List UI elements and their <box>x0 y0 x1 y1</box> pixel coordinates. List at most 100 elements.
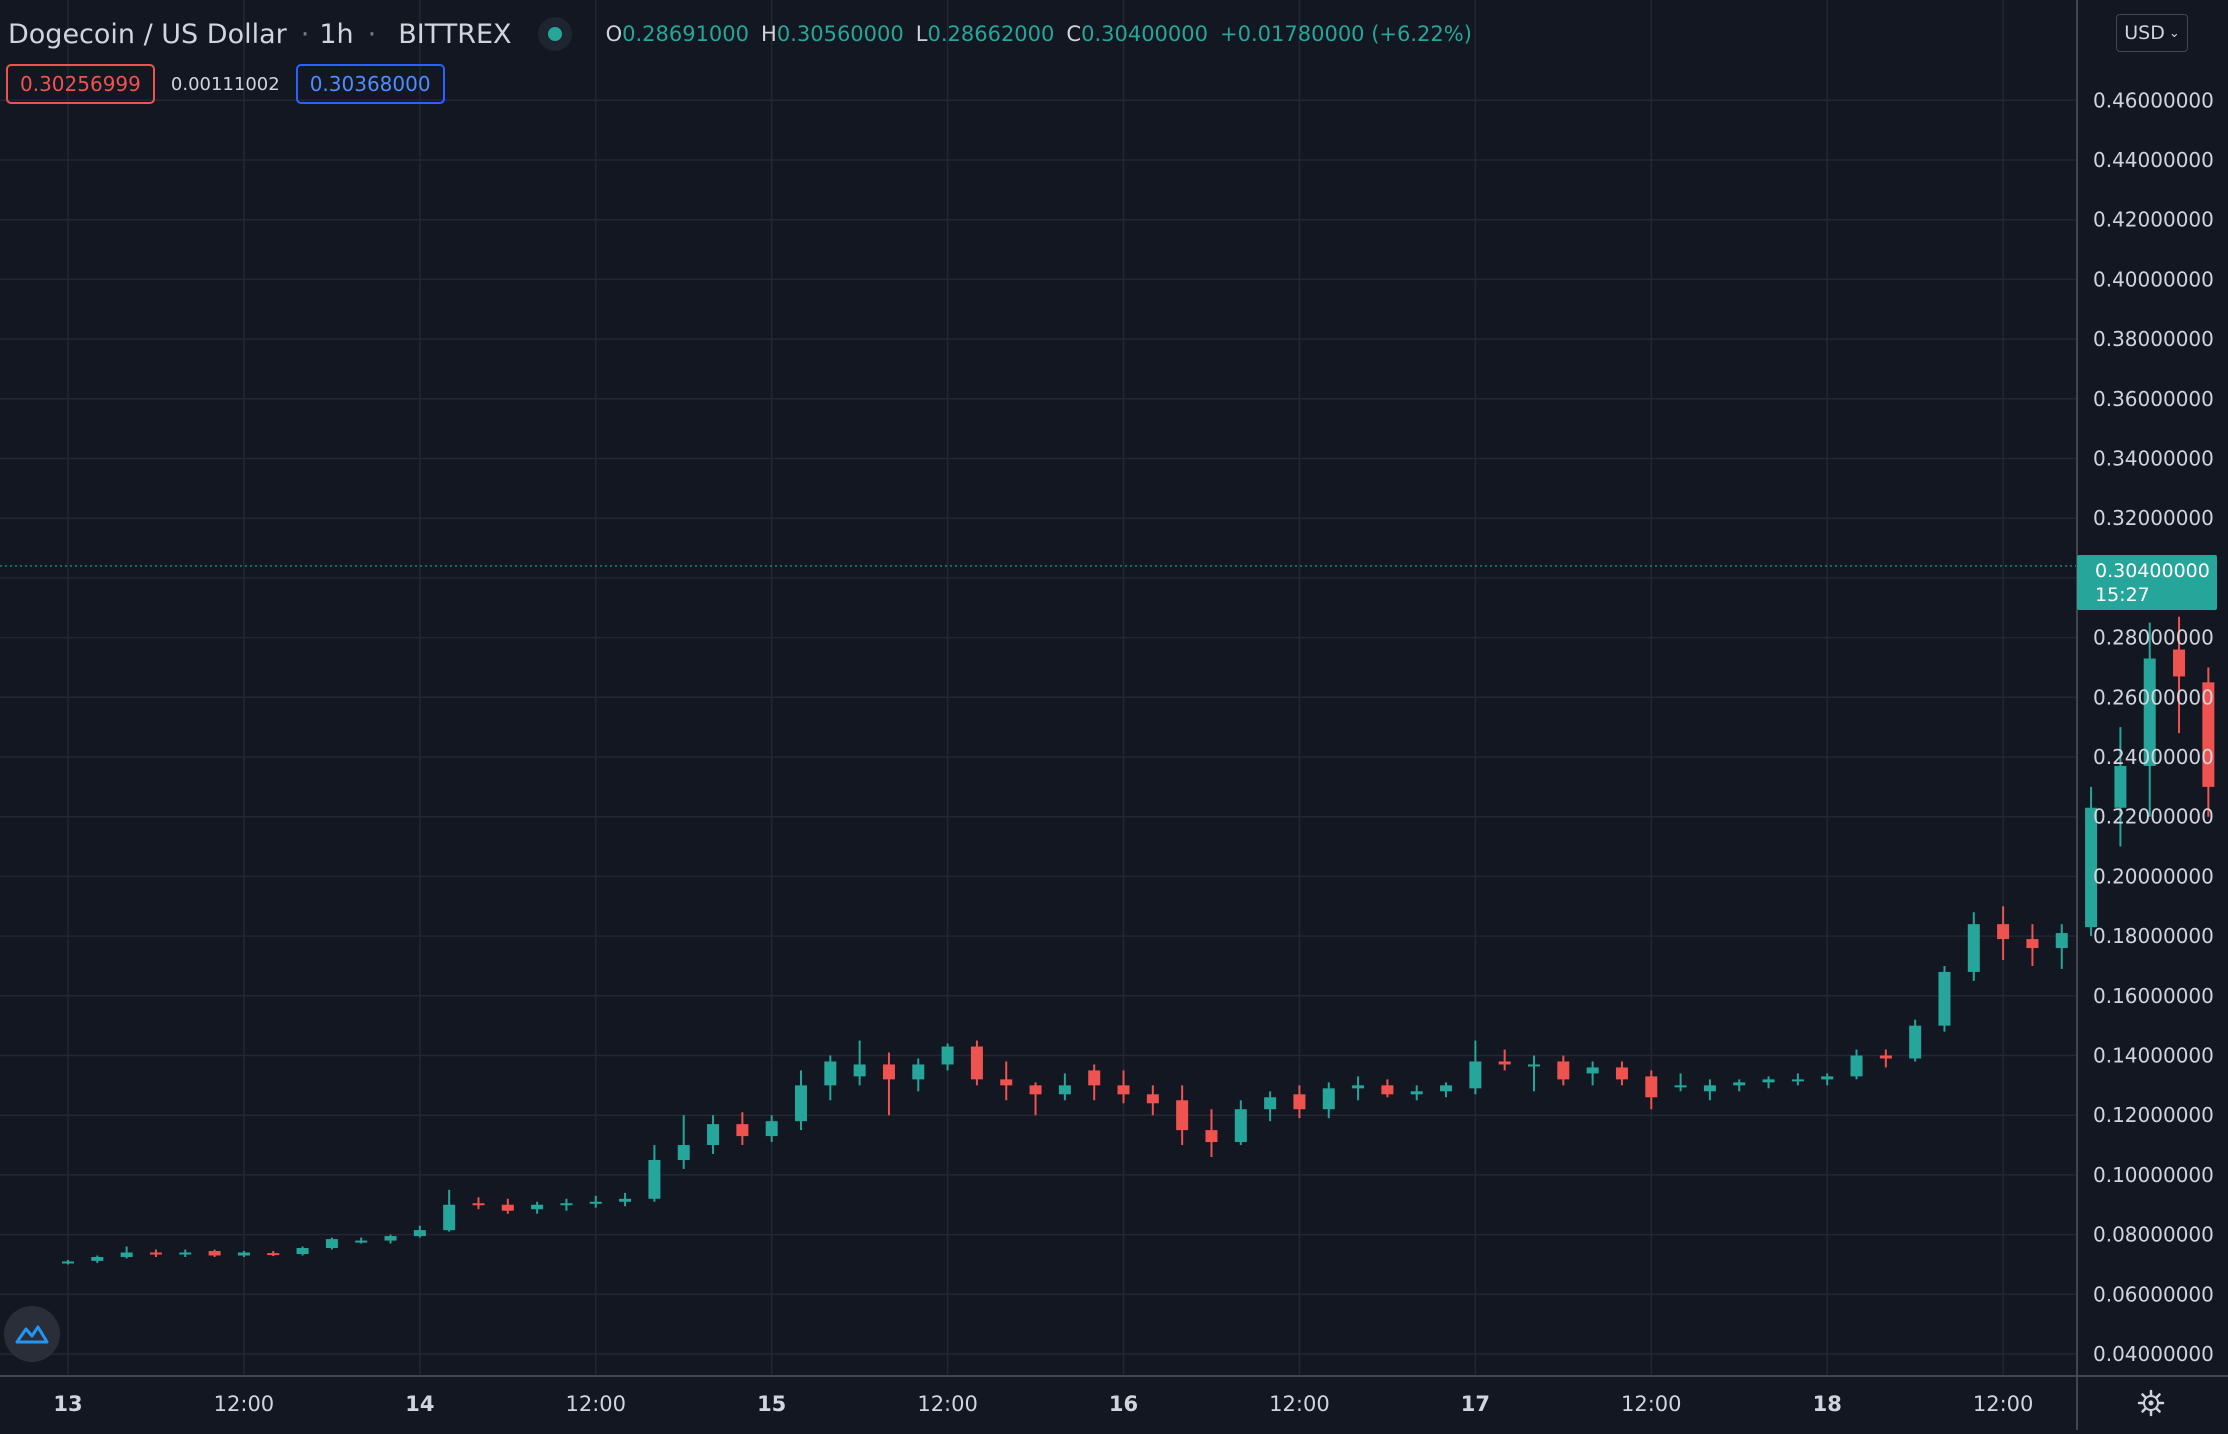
candle-body <box>1058 1085 1071 1095</box>
close-value: 0.30400000 <box>1081 22 1209 46</box>
x-axis-labels: 13 12:00 14 12:00 15 12:00 16 12:00 17 12:00 18 12:… <box>53 1392 2033 1416</box>
candle-body <box>355 1240 368 1243</box>
x-tick-label: 14 <box>405 1392 434 1416</box>
candle <box>2114 727 2127 847</box>
candle-body <box>384 1236 397 1241</box>
candle <box>1440 1082 1453 1098</box>
tradingview-cloud-icon[interactable] <box>4 1306 60 1362</box>
candle <box>736 1112 749 1146</box>
candle-body <box>1293 1094 1306 1110</box>
high-key: H <box>761 22 777 46</box>
candle <box>355 1237 368 1244</box>
x-tick-label: 18 <box>1813 1392 1842 1416</box>
candle <box>2143 622 2156 817</box>
candle-body <box>1205 1130 1218 1143</box>
legend-separator-2: · <box>367 18 377 50</box>
candle <box>853 1040 866 1086</box>
buy-price-button[interactable]: 0.30368000 <box>295 64 445 104</box>
y-tick-label: 0.08000000 <box>2093 1223 2214 1247</box>
y-tick-label: 0.16000000 <box>2093 984 2214 1008</box>
open-value: 0.28691000 <box>622 22 750 46</box>
candle-body <box>1879 1055 1892 1059</box>
candle-body <box>1674 1085 1687 1088</box>
y-tick-label: 0.26000000 <box>2093 685 2214 709</box>
sell-price-button[interactable]: 0.30256999 <box>6 64 155 104</box>
candle <box>619 1192 632 1207</box>
candle <box>589 1195 602 1208</box>
candle <box>1791 1073 1804 1086</box>
x-tick-label: 12:00 <box>565 1392 626 1416</box>
open-key: O <box>605 22 623 46</box>
y-tick-label: 0.38000000 <box>2093 327 2214 351</box>
logo-glyph <box>15 1325 49 1344</box>
candle-body <box>267 1253 280 1256</box>
currency-select[interactable]: USD ⌄ <box>2116 14 2188 52</box>
y-tick-label: 0.20000000 <box>2093 864 2214 888</box>
candle-body <box>1528 1064 1540 1067</box>
candle <box>1293 1085 1306 1119</box>
chevron-down-icon: ⌄ <box>2168 25 2180 41</box>
candle <box>179 1249 192 1257</box>
candle-body <box>2143 658 2156 766</box>
candle-body <box>1791 1079 1804 1082</box>
candle-body <box>179 1252 192 1255</box>
last-price-value: 0.30400000 <box>2095 560 2210 582</box>
candle-body <box>882 1064 895 1080</box>
ohlc-values: O 0.28691000 H 0.30560000 L 0.28662000 C 0.3… <box>596 22 1472 46</box>
candle <box>1938 965 1951 1032</box>
gear-icon[interactable] <box>2137 1389 2165 1417</box>
candle <box>1498 1049 1511 1071</box>
x-tick-label: 12:00 <box>1621 1392 1682 1416</box>
candle <box>941 1043 954 1071</box>
candle <box>2055 924 2068 969</box>
candle <box>237 1251 250 1257</box>
candle-body <box>1176 1100 1189 1131</box>
candle <box>1146 1085 1159 1116</box>
candle-body <box>1322 1088 1335 1110</box>
candle-body <box>970 1046 983 1080</box>
candle-body <box>853 1064 866 1077</box>
candles <box>62 616 2215 1265</box>
interval-label[interactable]: 1h <box>319 18 354 50</box>
candle <box>1352 1076 1365 1101</box>
candle-body <box>560 1203 573 1206</box>
candle <box>120 1246 133 1259</box>
candle-body <box>1615 1067 1628 1080</box>
change-value: +0.01780000 (+6.22%) <box>1220 22 1472 46</box>
candle <box>882 1052 895 1116</box>
candle <box>970 1040 983 1086</box>
candle <box>1674 1073 1687 1092</box>
candle <box>560 1198 573 1211</box>
candle-body <box>2085 807 2098 928</box>
candle-body <box>2173 649 2186 677</box>
candle <box>1117 1070 1130 1104</box>
close-key: C <box>1066 22 1082 46</box>
candle <box>1205 1109 1218 1157</box>
symbol-name[interactable]: Dogecoin / US Dollar <box>8 18 287 50</box>
candle-body <box>736 1124 749 1137</box>
candle <box>824 1055 837 1101</box>
candle-body <box>472 1203 485 1206</box>
candle-body <box>677 1145 690 1160</box>
candle <box>1410 1085 1423 1101</box>
y-tick-label: 0.12000000 <box>2093 1103 2214 1127</box>
candle-body <box>824 1061 837 1086</box>
y-tick-label: 0.42000000 <box>2093 208 2214 232</box>
candle <box>1967 912 1980 981</box>
candle <box>648 1145 661 1202</box>
candle-body <box>2055 933 2068 949</box>
candle-body <box>1645 1076 1658 1098</box>
candle <box>443 1189 456 1232</box>
candle <box>765 1115 778 1143</box>
candle-body <box>531 1204 544 1210</box>
candle <box>1703 1079 1716 1101</box>
x-tick-label: 16 <box>1109 1392 1138 1416</box>
candle <box>1058 1073 1071 1101</box>
candle <box>707 1115 720 1155</box>
candle <box>1850 1049 1863 1080</box>
market-open-dot-icon[interactable] <box>537 17 572 51</box>
candle <box>1322 1082 1335 1119</box>
y-tick-label: 0.44000000 <box>2093 148 2214 172</box>
